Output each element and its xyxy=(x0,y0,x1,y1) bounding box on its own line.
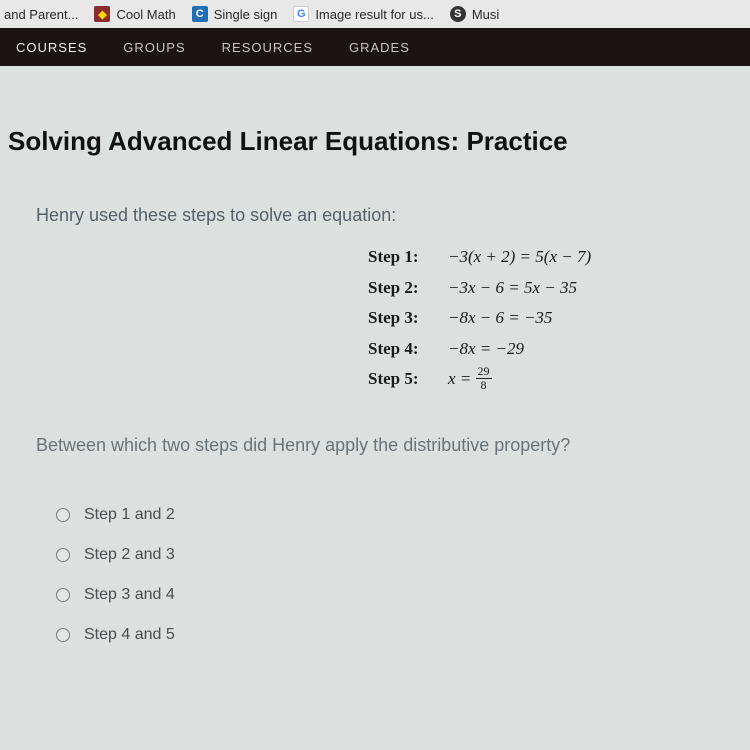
page-title: Solving Advanced Linear Equations: Pract… xyxy=(8,126,750,157)
radio-icon[interactable] xyxy=(56,508,70,522)
fraction-denominator: 8 xyxy=(481,379,487,392)
option-label: Step 1 and 2 xyxy=(84,506,175,524)
step-row: Step 3: −8x − 6 = −35 xyxy=(368,303,750,334)
step-label: Step 2: xyxy=(368,273,434,304)
step-equation: −3x − 6 = 5x − 35 xyxy=(448,273,577,304)
main-nav: COURSES GROUPS RESOURCES GRADES xyxy=(0,28,750,66)
question-text: Between which two steps did Henry apply … xyxy=(36,435,750,456)
browser-tab[interactable]: C Single sign xyxy=(192,6,278,22)
step-label: Step 1: xyxy=(368,242,434,273)
tab-label: Single sign xyxy=(214,7,278,22)
option-2[interactable]: Step 2 and 3 xyxy=(56,546,750,564)
option-label: Step 4 and 5 xyxy=(84,626,175,644)
tab-label: and Parent... xyxy=(4,7,78,22)
browser-tab[interactable]: S Musi xyxy=(450,6,499,22)
nav-item-resources[interactable]: RESOURCES xyxy=(222,40,313,55)
radio-icon[interactable] xyxy=(56,548,70,562)
solution-steps: Step 1: −3(x + 2) = 5(x − 7) Step 2: −3x… xyxy=(8,242,750,395)
nav-item-courses[interactable]: COURSES xyxy=(16,40,87,55)
option-1[interactable]: Step 1 and 2 xyxy=(56,506,750,524)
option-4[interactable]: Step 4 and 5 xyxy=(56,626,750,644)
answer-options: Step 1 and 2 Step 2 and 3 Step 3 and 4 S… xyxy=(56,506,750,644)
tab-label: Musi xyxy=(472,7,499,22)
browser-tab[interactable]: and Parent... xyxy=(4,7,78,22)
step-equation: −8x − 6 = −35 xyxy=(448,303,552,334)
step-row: Step 2: −3x − 6 = 5x − 35 xyxy=(368,273,750,304)
letter-c-icon: C xyxy=(192,6,208,22)
step-equation: −3(x + 2) = 5(x − 7) xyxy=(448,242,591,273)
nav-item-groups[interactable]: GROUPS xyxy=(123,40,185,55)
browser-tab[interactable]: G Image result for us... xyxy=(293,6,434,22)
step-row: Step 4: −8x = −29 xyxy=(368,334,750,365)
content-area: Solving Advanced Linear Equations: Pract… xyxy=(0,66,750,644)
step-equation: −8x = −29 xyxy=(448,334,524,365)
fraction-numerator: 29 xyxy=(476,365,492,379)
browser-tab-strip: and Parent... ◆ Cool Math C Single sign … xyxy=(0,0,750,28)
nav-item-grades[interactable]: GRADES xyxy=(349,40,410,55)
circle-s-icon: S xyxy=(450,6,466,22)
step-row: Step 1: −3(x + 2) = 5(x − 7) xyxy=(368,242,750,273)
option-3[interactable]: Step 3 and 4 xyxy=(56,586,750,604)
browser-tab[interactable]: ◆ Cool Math xyxy=(94,6,175,22)
option-label: Step 2 and 3 xyxy=(84,546,175,564)
step-row: Step 5: x = 29 8 xyxy=(368,364,750,395)
google-g-icon: G xyxy=(293,6,309,22)
step-label: Step 5: xyxy=(368,364,434,395)
problem-intro: Henry used these steps to solve an equat… xyxy=(36,205,750,226)
step-equation: x = 29 8 xyxy=(448,364,492,395)
step-label: Step 4: xyxy=(368,334,434,365)
radio-icon[interactable] xyxy=(56,588,70,602)
step-label: Step 3: xyxy=(368,303,434,334)
option-label: Step 3 and 4 xyxy=(84,586,175,604)
radio-icon[interactable] xyxy=(56,628,70,642)
diamond-icon: ◆ xyxy=(94,6,110,22)
fraction: 29 8 xyxy=(476,365,492,391)
tab-label: Cool Math xyxy=(116,7,175,22)
eq-prefix: x = xyxy=(448,369,476,388)
tab-label: Image result for us... xyxy=(315,7,434,22)
